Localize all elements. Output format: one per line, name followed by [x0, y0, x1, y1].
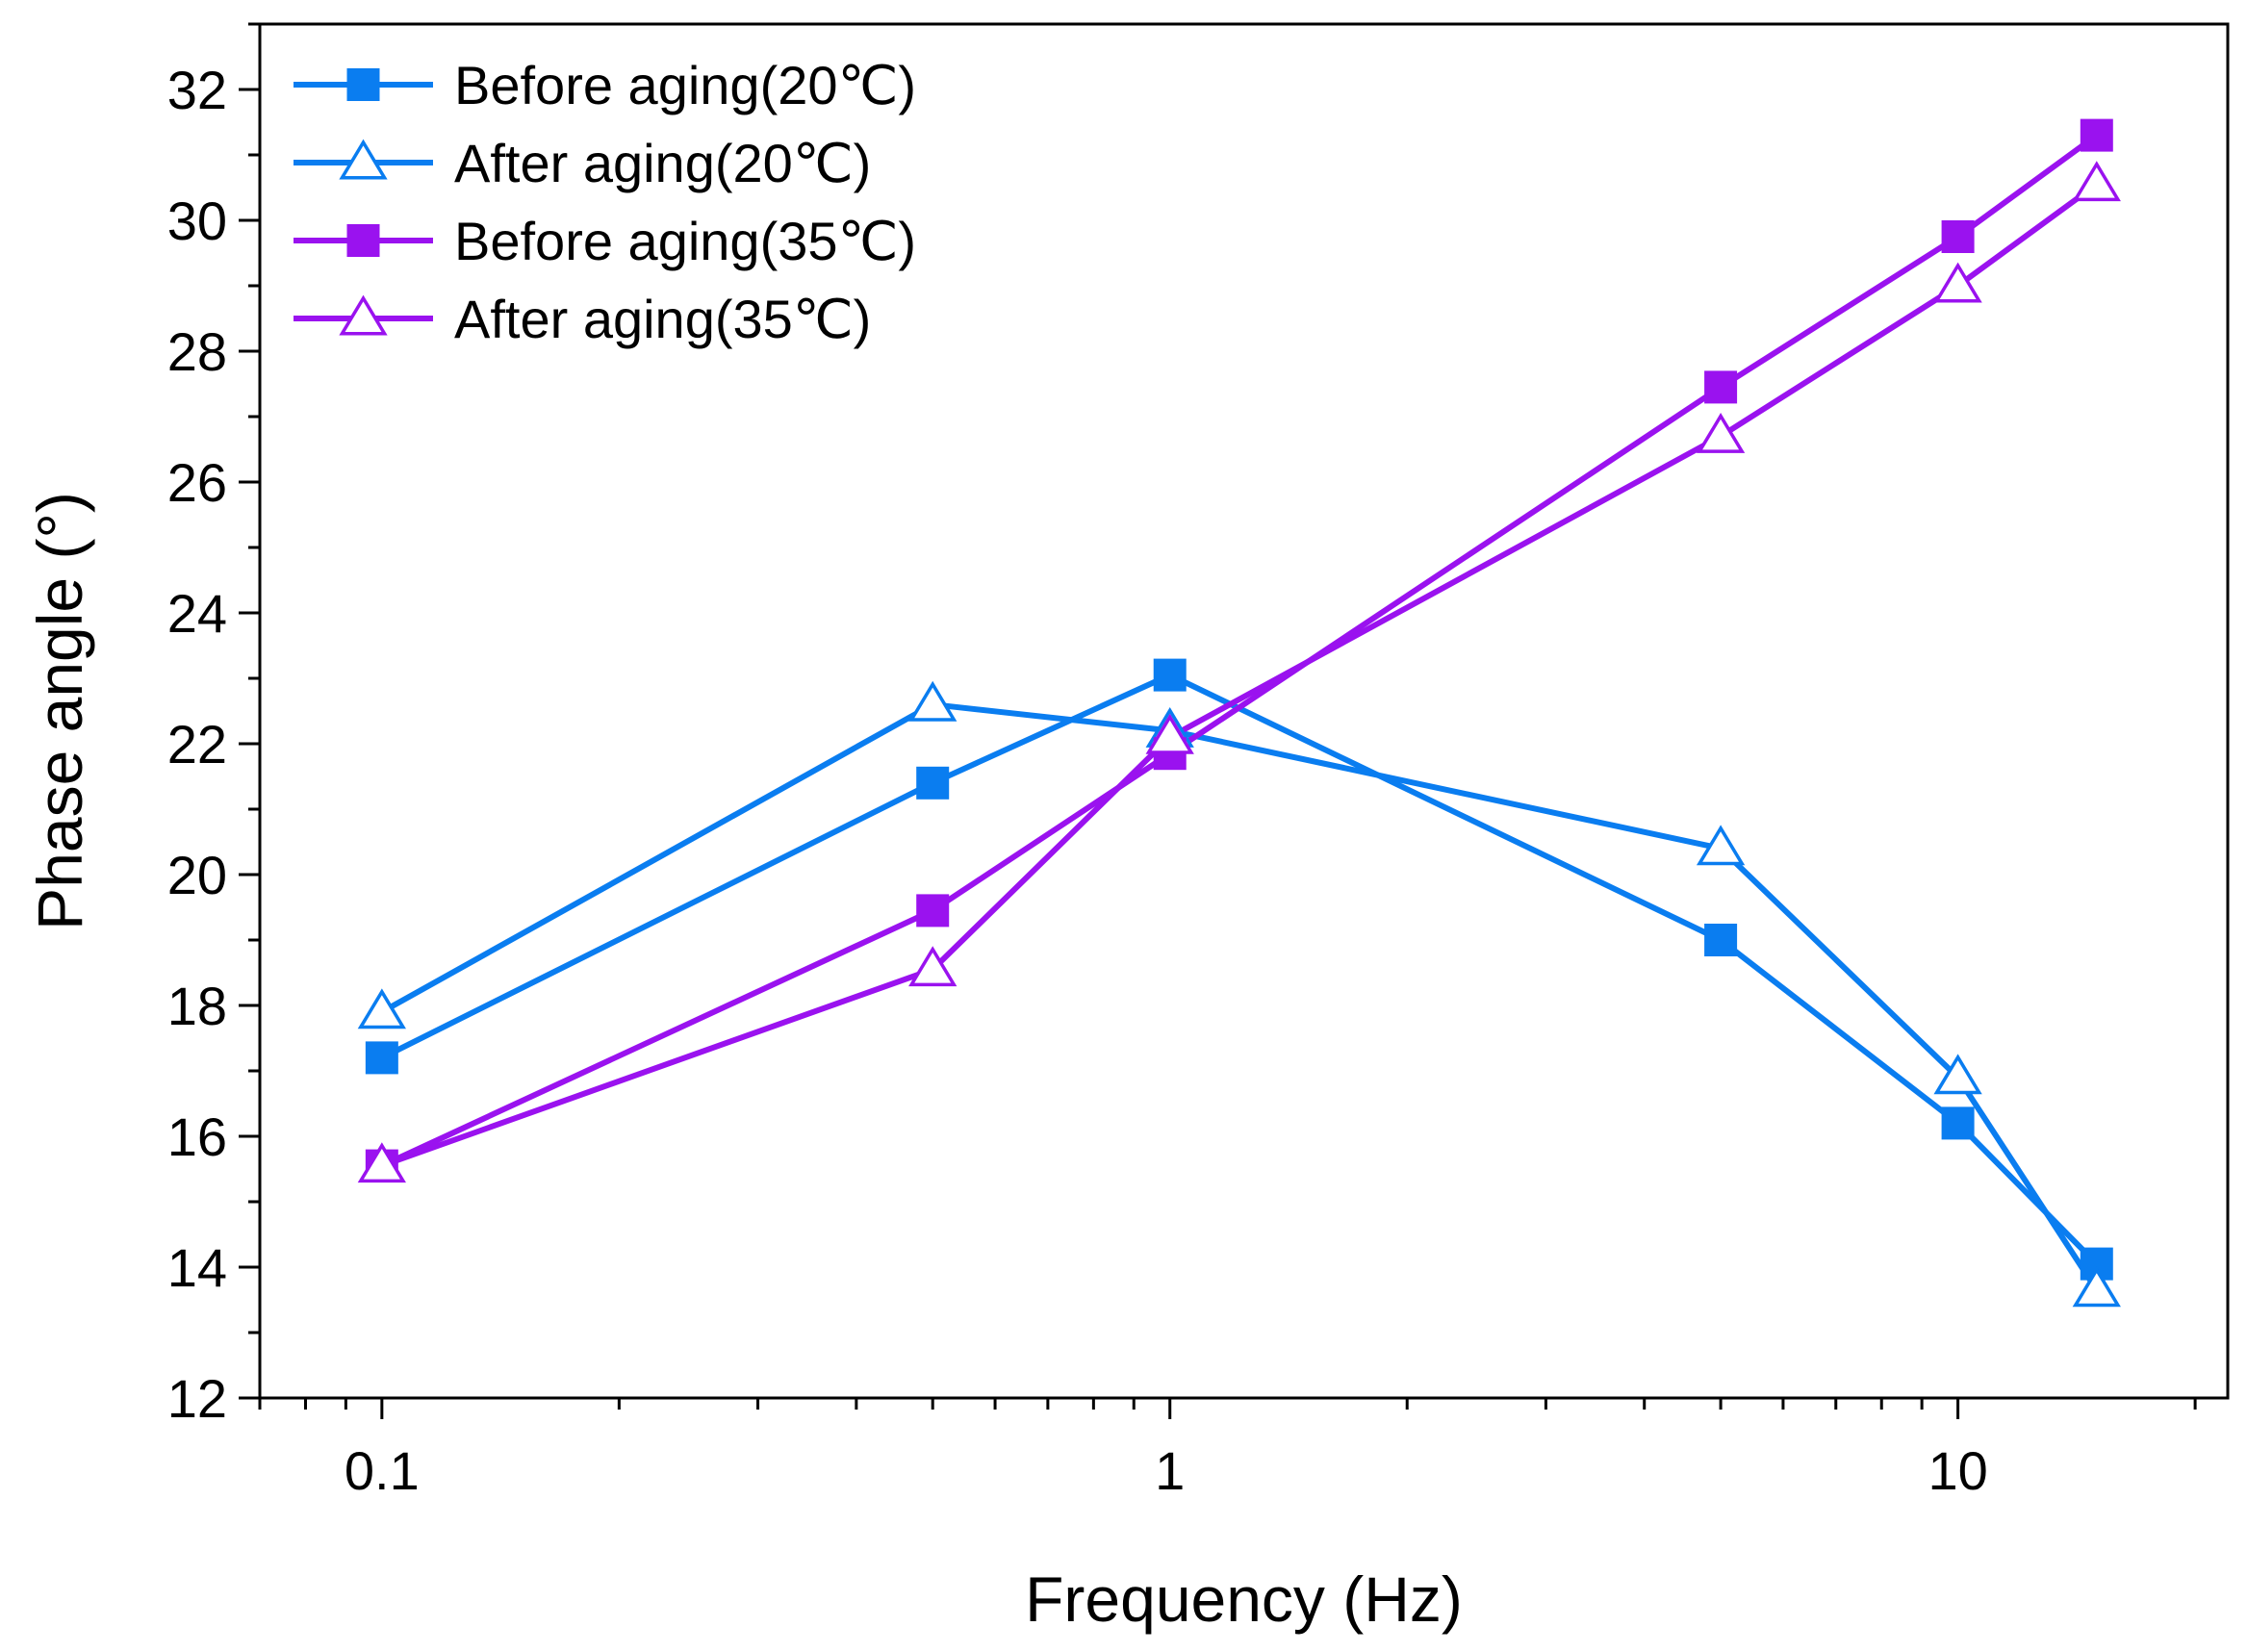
series-2-point — [1696, 825, 1746, 866]
series-4-point — [1696, 412, 1746, 453]
series-4-point — [908, 946, 958, 987]
x-axis-title: Frequency (Hz) — [1025, 1563, 1463, 1635]
series-3-point — [1704, 370, 1738, 404]
series-markers — [357, 118, 2121, 1308]
y-tick-label: 22 — [167, 714, 227, 775]
legend-label-1: Before aging(20℃) — [454, 55, 916, 115]
series-4-point — [357, 1142, 406, 1183]
series-2-point — [908, 680, 958, 722]
y-tick-label: 18 — [167, 976, 227, 1036]
series-line-3 — [380, 133, 2099, 1169]
series-2-point — [357, 988, 406, 1029]
series-1-point — [916, 766, 950, 800]
legend-marker-2 — [339, 139, 388, 180]
plot-frame — [258, 22, 2230, 1400]
series-4-point — [1933, 262, 1982, 303]
y-tick-label: 20 — [167, 845, 227, 905]
series-3-point — [916, 894, 950, 928]
axes: 12 14 16 18 20 22 24 26 28 30 32 0.1 1 10 — [167, 22, 2230, 1501]
series-1-point — [1941, 1106, 1975, 1140]
y-tick-label: 28 — [167, 321, 227, 382]
y-tick-label: 26 — [167, 452, 227, 513]
series-3-point — [2080, 118, 2113, 152]
legend-label-3: Before aging(35℃) — [454, 211, 916, 271]
series-1-point — [1704, 924, 1738, 956]
y-axis-title: Phase angle (°) — [24, 492, 95, 930]
x-tick-label: 10 — [1928, 1440, 1987, 1501]
series-4-point — [1145, 713, 1194, 754]
series-line-1 — [380, 672, 2099, 1266]
series-line-2 — [380, 701, 2100, 1292]
y-tick-label: 32 — [167, 60, 227, 120]
y-tick-label: 30 — [167, 191, 227, 251]
y-tick-label: 24 — [167, 583, 227, 644]
legend: Before aging(20℃) After aging(20℃) Before … — [294, 55, 916, 349]
x-tick-label: 0.1 — [345, 1440, 420, 1501]
y-tick-label: 16 — [167, 1106, 227, 1167]
legend-marker-1 — [346, 68, 380, 101]
series-4-point — [2072, 161, 2121, 202]
legend-label-2: After aging(20℃) — [454, 133, 871, 193]
legend-marker-3 — [346, 224, 380, 257]
legend-label-4: After aging(35℃) — [454, 289, 871, 349]
series-lines — [380, 133, 2100, 1292]
legend-marker-4 — [339, 294, 388, 336]
series-3-point — [1941, 220, 1975, 253]
series-1-point — [1153, 658, 1187, 692]
series-1-point — [365, 1041, 398, 1075]
series-line-4 — [380, 182, 2099, 1169]
y-tick-label: 14 — [167, 1237, 227, 1298]
series-2-point — [1933, 1054, 1982, 1095]
series-2-point — [2072, 1266, 2121, 1308]
y-tick-label: 12 — [167, 1368, 227, 1429]
x-tick-label: 1 — [1155, 1440, 1185, 1501]
